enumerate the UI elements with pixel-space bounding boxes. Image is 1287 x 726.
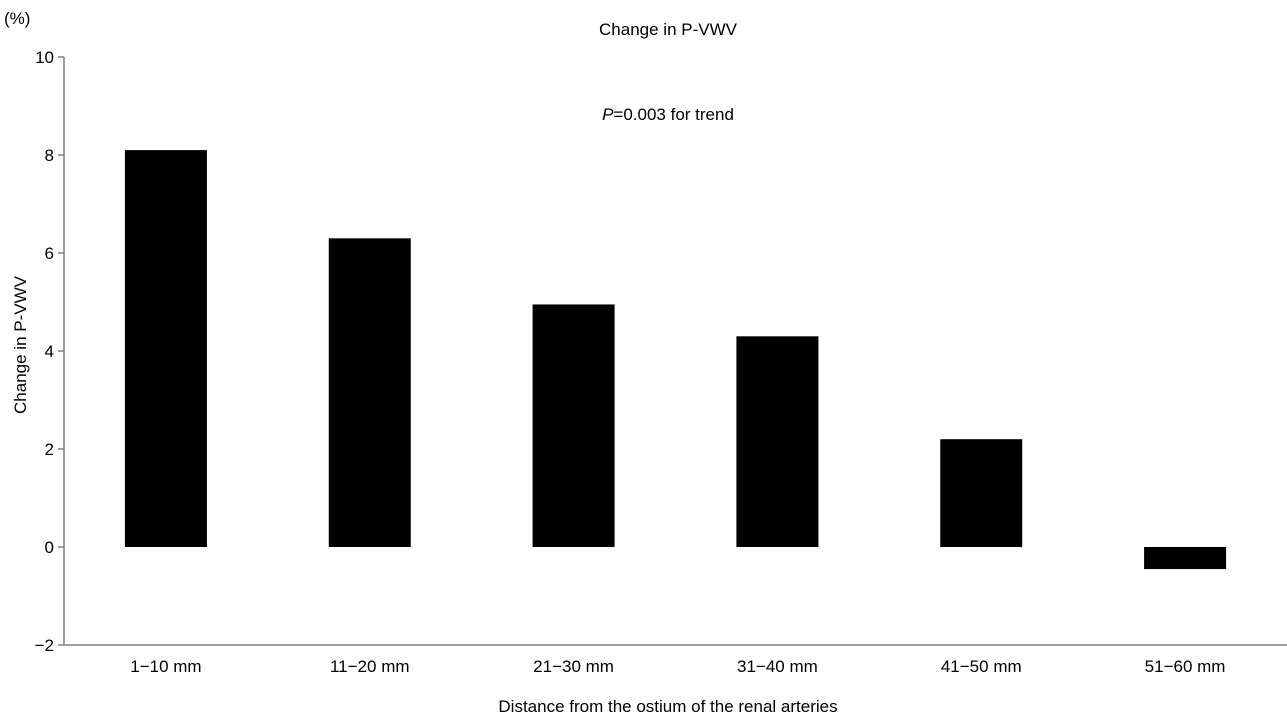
y-tick-label: 8 <box>45 146 54 165</box>
bar <box>532 304 615 547</box>
annotation-p-symbol: P <box>602 105 614 124</box>
y-tick-label: 10 <box>35 48 54 67</box>
y-tick-label: 4 <box>45 342 54 361</box>
x-tick-label: 1−10 mm <box>130 657 201 676</box>
bar <box>1144 547 1227 570</box>
bar <box>736 336 819 547</box>
y-tick-label: −2 <box>35 636 54 655</box>
ticks: −2 0 2 4 6 8 10 1−10 mm 11−20 mm 21−30 mm 31−40 mm… <box>35 48 1226 676</box>
bar <box>940 439 1023 547</box>
x-tick-label: 51−60 mm <box>1145 657 1226 676</box>
y-tick-label: 2 <box>45 440 54 459</box>
x-tick-label: 21−30 mm <box>533 657 614 676</box>
y-tick-label: 6 <box>45 244 54 263</box>
y-tick-label: 0 <box>45 538 54 557</box>
annotation-text: =0.003 for trend <box>613 105 734 124</box>
y-unit-label: (%) <box>4 9 30 28</box>
x-tick-label: 11−20 mm <box>330 657 410 676</box>
trend-annotation: P=0.003 for trend <box>602 105 734 124</box>
y-axis-label: Change in P-VWV <box>11 275 30 414</box>
axes <box>63 57 1287 646</box>
bar <box>328 238 411 548</box>
x-tick-label: 41−50 mm <box>941 657 1022 676</box>
x-tick-label: 31−40 mm <box>737 657 818 676</box>
bar <box>124 150 207 547</box>
bars <box>124 150 1227 570</box>
x-axis-label: Distance from the ostium of the renal ar… <box>498 697 837 716</box>
chart-title: Change in P-VWV <box>599 20 738 39</box>
